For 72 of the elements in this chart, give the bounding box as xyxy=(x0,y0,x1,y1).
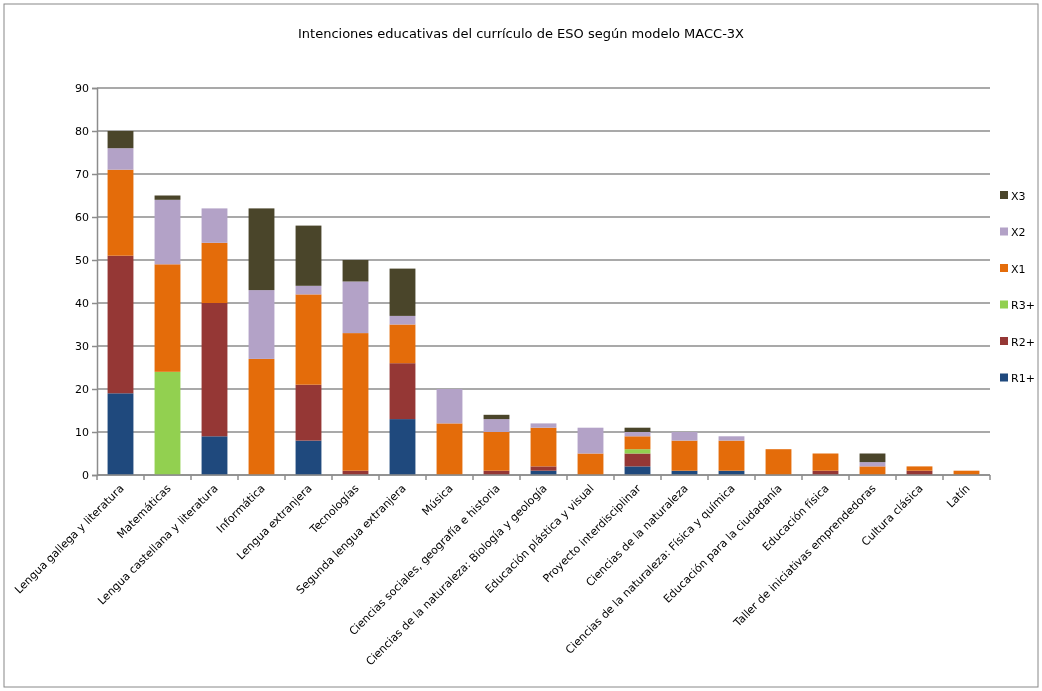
y-tick-label: 80 xyxy=(75,125,89,139)
bar xyxy=(624,453,651,467)
bar xyxy=(107,148,134,170)
legend-label: X1 xyxy=(1011,262,1026,276)
bar xyxy=(295,440,322,475)
bar xyxy=(483,414,510,420)
bar xyxy=(577,427,604,454)
bar xyxy=(483,432,510,471)
bar xyxy=(154,264,181,372)
bar xyxy=(154,371,181,475)
bar xyxy=(248,208,275,291)
bar xyxy=(154,199,181,265)
bar xyxy=(436,423,463,475)
bar xyxy=(812,453,839,471)
bar xyxy=(765,449,792,475)
bar xyxy=(859,453,886,463)
bar xyxy=(436,389,463,424)
legend-label: R2+ xyxy=(1011,335,1035,349)
bar xyxy=(624,427,651,432)
y-tick-label: 40 xyxy=(75,297,89,311)
bar xyxy=(389,268,416,316)
y-tick-label: 0 xyxy=(82,469,89,483)
y-tick-label: 20 xyxy=(75,383,89,397)
bar xyxy=(530,427,557,467)
bar xyxy=(671,432,698,441)
bar xyxy=(530,423,557,428)
bar xyxy=(248,290,275,359)
bar xyxy=(295,225,322,286)
bar xyxy=(389,315,416,325)
y-tick-label: 70 xyxy=(75,168,89,182)
bar xyxy=(859,462,886,467)
bar xyxy=(107,393,134,475)
bar xyxy=(906,466,933,471)
bar xyxy=(859,466,886,475)
bar xyxy=(107,169,134,256)
bar xyxy=(624,449,651,454)
bar xyxy=(201,208,228,243)
bar xyxy=(342,281,369,334)
legend-label: R1+ xyxy=(1011,372,1035,385)
bar xyxy=(671,440,698,471)
bar xyxy=(248,358,275,475)
legend-label: X2 xyxy=(1011,226,1026,239)
bar xyxy=(389,419,416,475)
bar xyxy=(295,294,322,385)
bar xyxy=(342,260,369,282)
bar xyxy=(154,195,181,200)
bar xyxy=(389,324,416,364)
bar xyxy=(718,440,745,471)
legend-label: R3+ xyxy=(1011,299,1035,312)
bar xyxy=(624,466,651,475)
bar xyxy=(577,453,604,475)
legend-label: X3 xyxy=(1011,189,1026,203)
bar xyxy=(201,303,228,437)
bar xyxy=(624,436,651,450)
bar xyxy=(107,131,134,149)
bar xyxy=(389,363,416,420)
bar xyxy=(718,436,745,441)
bar xyxy=(295,384,322,441)
y-tick-label: 90 xyxy=(75,82,89,96)
bar xyxy=(530,466,557,471)
y-tick-label: 10 xyxy=(75,426,89,440)
bar xyxy=(483,419,510,432)
bar xyxy=(295,285,322,295)
y-tick-label: 60 xyxy=(75,211,89,225)
bar xyxy=(342,333,369,471)
bar xyxy=(201,436,228,475)
bar xyxy=(624,432,651,437)
chart-title: Intenciones educativas del currículo de ESO según modelo MACC-3X xyxy=(298,26,745,41)
y-tick-label: 30 xyxy=(75,340,89,354)
bar xyxy=(201,242,228,303)
bar xyxy=(107,255,134,394)
y-tick-label: 50 xyxy=(75,254,89,268)
